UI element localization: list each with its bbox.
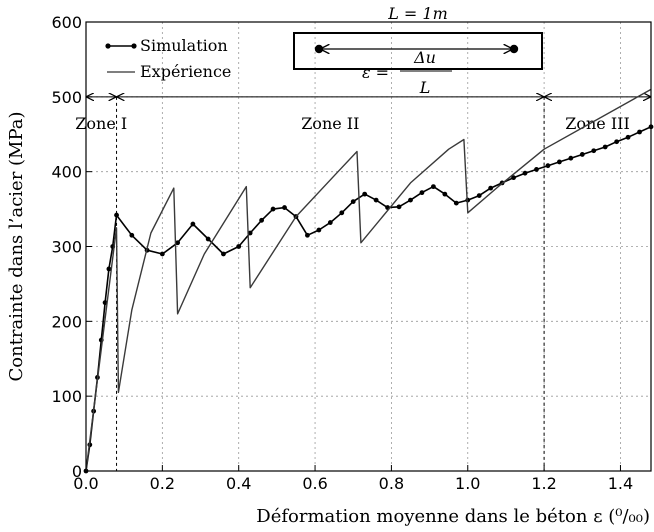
series-point-simulation <box>625 134 631 140</box>
series-point-simulation <box>236 244 242 249</box>
series-point-simulation <box>602 144 608 150</box>
y-tick-label: 500 <box>51 88 82 107</box>
series-point-simulation <box>579 152 585 157</box>
y-tick-label: 300 <box>51 238 82 257</box>
y-tick-label: 100 <box>51 387 82 406</box>
inset-formula-numerator: Δu <box>413 48 436 67</box>
series-point-simulation <box>373 197 379 203</box>
zones: Zone I Zone II Zone III <box>75 97 651 471</box>
series-point-simulation <box>205 236 211 242</box>
series-point-simulation <box>522 170 528 176</box>
inset: L = 1m ε = Δu L <box>293 4 543 97</box>
series-point-simulation <box>430 184 436 190</box>
series-layer <box>83 88 654 474</box>
legend-simulation-dot <box>131 43 137 49</box>
series-point-simulation <box>316 227 322 233</box>
x-tick-label: 1.0 <box>455 474 480 493</box>
series-point-simulation <box>114 212 119 218</box>
y-tick-label: 200 <box>51 312 82 331</box>
series-point-simulation <box>190 221 196 227</box>
x-tick-label: 0.6 <box>302 474 327 493</box>
legend: Simulation Expérience <box>105 36 231 81</box>
series-point-simulation <box>282 205 287 210</box>
x-tick-label: 1.2 <box>531 474 556 493</box>
series-point-simulation <box>534 167 539 172</box>
legend-simulation-label: Simulation <box>140 36 228 55</box>
legend-experience-label: Expérience <box>140 62 231 81</box>
series-point-simulation <box>442 191 448 197</box>
series-point-simulation <box>247 230 253 236</box>
zone-label: Zone II <box>301 114 359 133</box>
x-tick-label: 0.8 <box>379 474 404 493</box>
y-axis-title: Contrainte dans l’acier (MPa) <box>6 111 27 381</box>
series-point-simulation <box>221 251 226 257</box>
series-point-simulation <box>591 148 597 154</box>
x-tick-label: 0.4 <box>226 474 251 493</box>
series-point-simulation <box>488 185 494 191</box>
series-point-simulation <box>396 204 402 210</box>
series-point-simulation <box>305 232 310 238</box>
inset-node-right <box>509 44 519 54</box>
y-tick-label: 400 <box>51 163 82 182</box>
x-tick-label: 0.0 <box>73 474 98 493</box>
series-point-simulation <box>350 199 356 205</box>
zone-label: Zone I <box>75 114 127 133</box>
series-point-simulation <box>511 175 516 181</box>
inset-formula-lhs: ε = <box>362 63 389 82</box>
series-point-simulation <box>419 190 425 196</box>
series-point-simulation <box>159 251 165 257</box>
zone-label: Zone III <box>565 114 630 133</box>
series-point-simulation <box>362 191 368 197</box>
series-point-simulation <box>614 139 620 145</box>
x-tick-label: 1.4 <box>608 474 633 493</box>
y-tick-label: 0 <box>72 462 82 481</box>
series-point-simulation <box>476 193 482 199</box>
series-point-simulation <box>327 220 333 225</box>
y-tick-label: 600 <box>51 13 82 32</box>
series-point-simulation <box>175 240 181 246</box>
series-point-simulation <box>453 200 459 206</box>
series-line-simulation <box>85 126 652 472</box>
inset-formula-denominator: L <box>419 78 431 97</box>
inset-node-left <box>314 44 324 54</box>
series-point-simulation <box>408 197 413 203</box>
series-point-simulation <box>545 163 551 169</box>
series-point-simulation <box>129 232 135 238</box>
series-point-simulation <box>270 206 276 212</box>
x-tick-label: 0.2 <box>150 474 175 493</box>
inset-specimen <box>293 32 543 70</box>
grid <box>86 22 651 471</box>
inset-length-label: L = 1m <box>387 4 448 23</box>
ticks: 0.0 0.2 0.4 0.6 0.8 1.0 1.2 1.4 0 100 200 300 400 500… <box>51 13 633 493</box>
series-point-simulation <box>637 129 642 135</box>
series-point-simulation <box>568 155 574 161</box>
series-point-simulation <box>556 159 562 165</box>
series-point-simulation <box>339 210 345 216</box>
series-point-simulation <box>259 217 265 223</box>
series-point-simulation <box>106 266 112 272</box>
series-line-experience <box>85 88 652 472</box>
legend-simulation-dot <box>105 43 111 49</box>
x-axis-title: Déformation moyenne dans le béton ε (⁰/₀… <box>256 506 650 527</box>
